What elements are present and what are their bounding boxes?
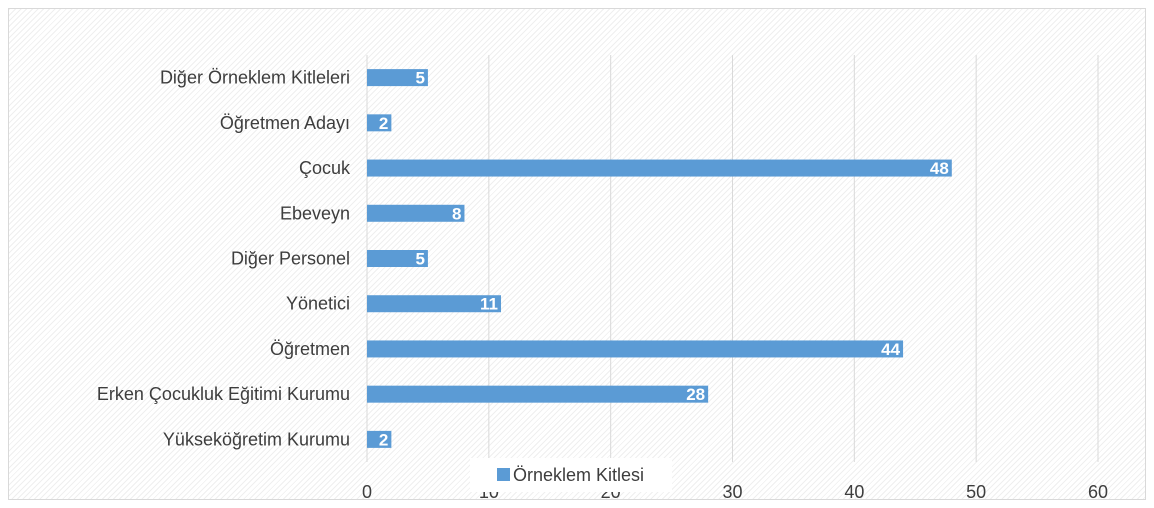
data-label-4: 5 [415, 250, 424, 269]
bar-7 [367, 114, 392, 132]
x-tick-label-50: 50 [966, 482, 986, 502]
bar-0 [367, 430, 392, 448]
data-label-3: 11 [480, 295, 498, 314]
bar-1 [367, 385, 709, 403]
category-label-0: Yükseköğretim Kurumu [163, 429, 350, 449]
bar-2 [367, 340, 904, 358]
category-label-7: Öğretmen Adayı [220, 113, 350, 133]
x-tick-label-40: 40 [844, 482, 864, 502]
category-label-3: Yönetici [286, 294, 350, 314]
data-label-6: 48 [930, 159, 949, 178]
data-label-0: 2 [379, 430, 388, 449]
bar-5 [367, 204, 465, 222]
legend-label: Örneklem Kitlesi [513, 465, 644, 485]
x-tick-label-60: 60 [1088, 482, 1108, 502]
category-label-6: Çocuk [299, 158, 351, 178]
bar-3 [367, 295, 502, 313]
category-label-5: Ebeveyn [280, 203, 350, 223]
x-tick-label-30: 30 [722, 482, 742, 502]
data-label-1: 28 [686, 385, 705, 404]
data-label-5: 8 [452, 204, 461, 223]
bar-8 [367, 69, 428, 87]
bar-4 [367, 250, 428, 267]
category-label-4: Diğer Personel [231, 249, 350, 269]
category-label-1: Erken Çocukluk Eğitimi Kurumu [97, 384, 350, 404]
data-label-2: 44 [881, 340, 900, 359]
data-label-8: 5 [415, 69, 424, 88]
category-label-2: Öğretmen [270, 339, 350, 359]
data-label-7: 2 [379, 114, 388, 133]
bar-6 [367, 159, 952, 177]
x-tick-label-0: 0 [362, 482, 372, 502]
chart-frame [8, 8, 1146, 500]
legend-swatch [497, 468, 510, 481]
category-label-8: Diğer Örneklem Kitleleri [160, 68, 350, 88]
